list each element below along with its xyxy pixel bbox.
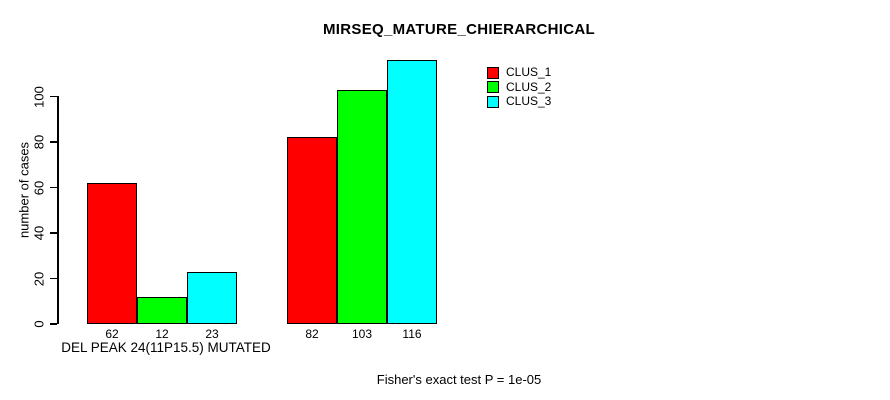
bar-clus_1-group1 [87,182,137,324]
bar-clus_3-group2 [387,60,437,324]
y-axis-line [57,96,59,324]
y-tick-label: 100 [31,85,47,108]
y-axis-tick [50,277,57,280]
y-axis-tick [50,141,57,143]
legend-swatch-icon [487,95,499,108]
bar-value-label: 62 [105,327,119,341]
bar-value-label: 82 [305,327,319,341]
legend-row-clus_3: CLUS_3 [487,95,551,108]
bar-value-label: 23 [205,327,219,341]
legend-label: CLUS_2 [506,79,552,94]
y-axis-tick [50,232,57,234]
legend-label: CLUS_3 [506,94,552,108]
bar-value-label: 12 [155,327,169,341]
legend-swatch-icon [487,81,499,93]
y-axis-tick [50,95,57,98]
legend: CLUS_1 CLUS_2 CLUS_3 [487,66,551,108]
legend-row-clus_1: CLUS_1 [487,66,551,79]
chart-title: MIRSEQ_MATURE_CHIERARCHICAL [323,21,595,38]
bar-clus_2-group2 [337,89,387,324]
legend-row-clus_2: CLUS_2 [487,79,552,94]
bar-value-label: 116 [402,327,422,341]
bar-value-label: 103 [351,327,373,341]
y-tick-label: 80 [31,134,47,150]
legend-label: CLUS_1 [506,65,552,79]
y-tick-label: 60 [31,180,47,195]
y-tick-label: 20 [31,271,47,286]
legend-swatch-icon [487,66,499,79]
bar-clus_3-group1 [187,271,237,324]
bar-clus_1-group2 [287,137,337,324]
x-axis-label: DEL PEAK 24(11P15.5) MUTATED [61,340,271,355]
bar-clus_2-group1 [137,296,187,324]
y-axis-tick [50,323,57,325]
y-axis-tick [50,186,57,189]
y-tick-label: 40 [31,225,47,241]
y-tick-label: 0 [31,320,47,328]
pvalue-annotation: Fisher's exact test P = 1e-05 [376,372,542,387]
